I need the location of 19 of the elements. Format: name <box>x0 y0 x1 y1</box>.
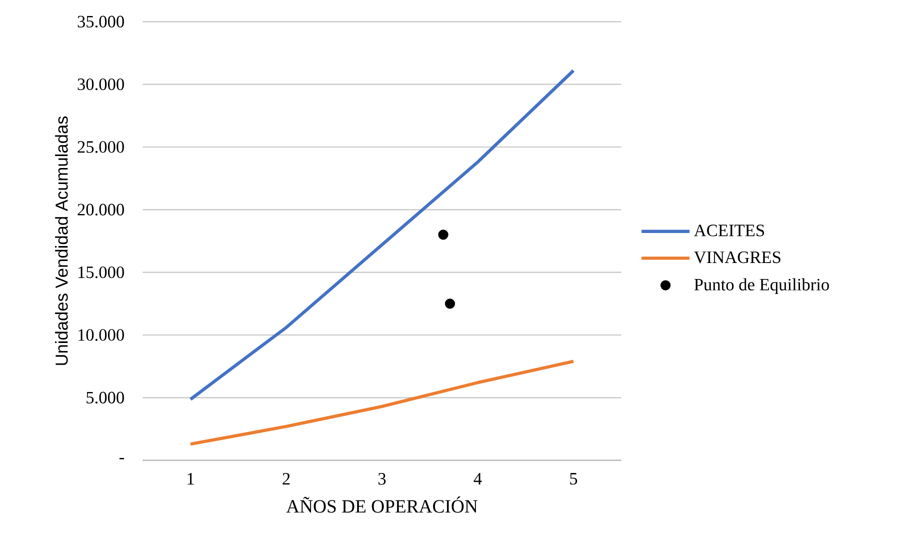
y-tick-label: 20.000 <box>78 204 124 216</box>
y-tick-label: 15.000 <box>78 266 124 278</box>
legend-label: VINAGRES <box>694 251 780 264</box>
y-tick-label: - <box>120 458 124 460</box>
y-tick-label: 35.000 <box>78 16 124 28</box>
x-tick-label: 5 <box>570 473 578 485</box>
x-tick-label: 4 <box>474 473 482 484</box>
y-tick-label: 30.000 <box>78 78 124 90</box>
y-tick-label: 25.000 <box>78 141 124 153</box>
y-tick-label: 10.000 <box>78 329 124 341</box>
legend-label: Punto de Equilibrio <box>694 278 829 294</box>
x-tick-label: 2 <box>282 473 290 485</box>
x-tick-label: 1 <box>188 473 194 484</box>
x-tick-label: 3 <box>378 473 386 485</box>
legend-label: ACEITES <box>694 224 764 236</box>
x-axis-title: AÑOS DE OPERACIÓN <box>286 496 478 513</box>
line-series <box>188 360 576 446</box>
y-axis-title: Unidades Vendidad Acumuladas <box>55 116 68 365</box>
y-tick-label: 5.000 <box>86 392 124 404</box>
